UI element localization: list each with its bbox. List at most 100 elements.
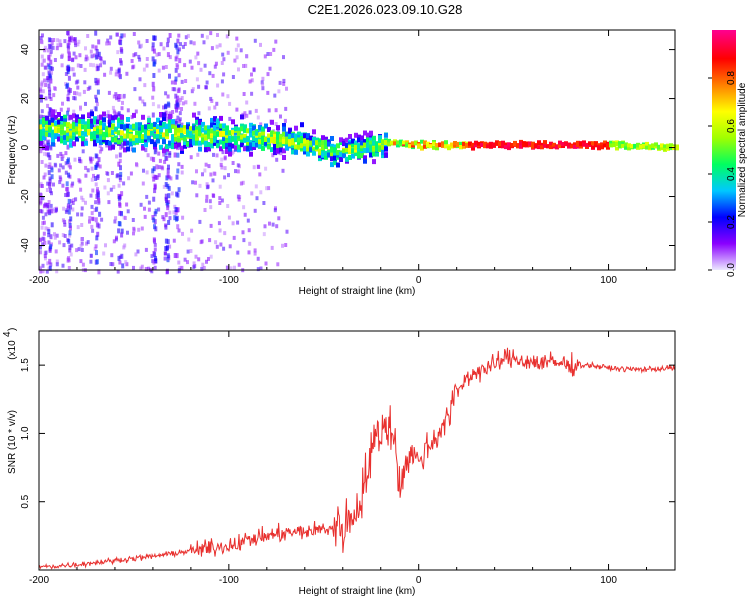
heatmap-cell xyxy=(267,137,271,143)
heatmap-noise-cell xyxy=(103,185,107,190)
heatmap-noise-cell xyxy=(242,64,245,68)
snr-line xyxy=(38,347,676,570)
heatmap-cell xyxy=(105,132,109,138)
heatmap-streak-cell xyxy=(95,235,99,241)
heatmap-cell xyxy=(66,136,70,141)
heatmap-noise-cell xyxy=(122,181,126,186)
heatmap-cell xyxy=(438,143,442,148)
heatmap-noise-cell xyxy=(255,196,259,201)
heatmap-noise-cell xyxy=(40,184,44,188)
heatmap-cell xyxy=(441,143,445,148)
heatmap-noise-cell xyxy=(282,55,285,60)
heatmap-cell xyxy=(117,122,121,128)
heatmap-noise-cell xyxy=(98,56,102,61)
heatmap-cell xyxy=(111,124,115,130)
heatmap-cell xyxy=(540,142,544,147)
heatmap-cell xyxy=(63,121,67,127)
heatmap-cell xyxy=(351,153,355,159)
heatmap-noise-cell xyxy=(131,65,135,70)
heatmap-noise-cell xyxy=(144,267,148,271)
heatmap-noise-cell xyxy=(46,48,50,53)
heatmap-streak-cell xyxy=(118,210,122,216)
heatmap-noise-cell xyxy=(268,221,271,226)
heatmap-cell xyxy=(48,127,52,133)
heatmap-noise-cell xyxy=(161,65,165,70)
heatmap-cell xyxy=(75,129,79,135)
heatmap-cell xyxy=(108,119,112,125)
heatmap-cell xyxy=(159,134,163,140)
heatmap-noise-cell xyxy=(209,205,213,210)
heatmap-cell xyxy=(162,112,166,118)
heatmap-streak-cell xyxy=(177,187,181,193)
heatmap-noise-cell xyxy=(45,269,49,274)
snr-y-ticks xyxy=(39,364,675,503)
heatmap-cell xyxy=(606,143,610,148)
heatmap-streak-cell xyxy=(67,75,71,81)
heatmap-cell xyxy=(357,134,361,140)
heatmap-cell xyxy=(213,140,217,146)
heatmap-cell xyxy=(132,112,136,118)
heatmap-cell xyxy=(411,141,415,146)
heatmap-cell xyxy=(384,132,388,138)
heatmap-cell xyxy=(207,142,211,147)
heatmap-noise-cell xyxy=(160,165,164,170)
heatmap-streak-cell xyxy=(120,33,124,39)
heatmap-noise-cell xyxy=(239,48,243,53)
heatmap-noise-cell xyxy=(218,43,222,48)
heatmap-streak-cell xyxy=(50,174,54,180)
heatmap-noise-cell xyxy=(256,267,260,272)
heatmap-noise-cell xyxy=(206,184,210,189)
heatmap-streak-cell xyxy=(47,83,51,89)
heatmap-cell xyxy=(177,137,181,143)
heatmap-streak-cell xyxy=(166,37,170,43)
heatmap-noise-cell xyxy=(211,178,215,183)
heatmap-cell xyxy=(339,137,343,143)
heatmap-streak-cell xyxy=(164,238,168,244)
heatmap-cell xyxy=(189,134,193,140)
heatmap-cell xyxy=(375,146,379,152)
heatmap-noise-cell xyxy=(181,44,185,49)
heatmap-noise-cell xyxy=(116,32,119,37)
heatmap-streak-cell xyxy=(155,164,159,170)
heatmap-streak-cell xyxy=(96,187,99,193)
heatmap-noise-cell xyxy=(171,110,175,114)
heatmap-cell xyxy=(336,162,340,168)
heatmap-noise-cell xyxy=(143,102,147,107)
heatmap-cell xyxy=(270,130,274,136)
heatmap-noise-cell xyxy=(46,181,50,186)
heatmap-noise-cell xyxy=(266,90,270,95)
heatmap-noise-cell xyxy=(88,85,92,90)
snr-y-multiplier: (x10 4 ) xyxy=(2,328,18,360)
heatmap-cell xyxy=(255,142,259,148)
heatmap-cell xyxy=(147,117,151,123)
heatmap-cell xyxy=(204,125,208,131)
heatmap-cell xyxy=(186,132,190,138)
heatmap-streak-cell xyxy=(119,58,122,64)
heatmap-streak-cell xyxy=(166,202,170,208)
heatmap-cell xyxy=(303,149,307,155)
heatmap-noise-cell xyxy=(98,164,102,169)
heatmap-cell xyxy=(186,141,190,147)
heatmap-cell xyxy=(648,145,652,149)
heatmap-streak-cell xyxy=(67,198,71,204)
heatmap-cell xyxy=(198,131,202,137)
heatmap-cell xyxy=(78,127,82,133)
heatmap-noise-cell xyxy=(236,163,240,168)
heatmap-noise-cell xyxy=(114,92,118,97)
heatmap-noise-cell xyxy=(194,180,197,185)
heatmap-noise-cell xyxy=(98,149,102,154)
heatmap-noise-cell xyxy=(282,78,286,83)
heatmap-cell xyxy=(600,142,604,147)
heatmap-cell xyxy=(171,119,175,125)
heatmap-noise-cell xyxy=(47,71,51,76)
heatmap-noise-cell xyxy=(197,257,201,262)
heatmap-noise-cell xyxy=(58,180,62,185)
heatmap-cell xyxy=(198,123,202,129)
heatmap-noise-cell xyxy=(222,246,226,251)
heatmap-noise-cell xyxy=(162,217,166,222)
heatmap-noise-cell xyxy=(66,107,70,112)
heatmap-cell xyxy=(165,131,169,137)
heatmap-noise-cell xyxy=(141,99,145,104)
heatmap-cell xyxy=(147,124,151,130)
heatmap-noise-cell xyxy=(197,61,201,66)
